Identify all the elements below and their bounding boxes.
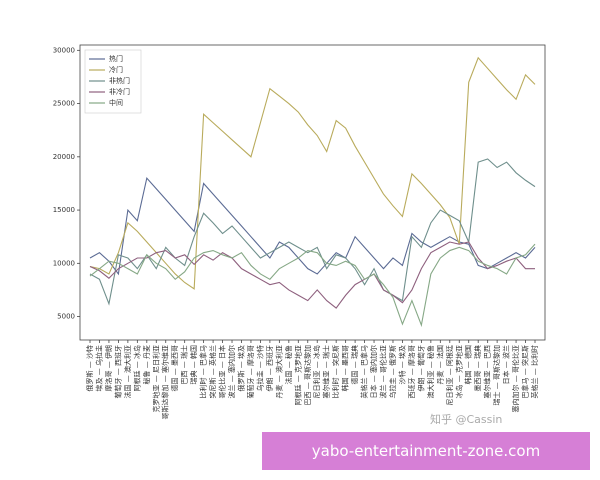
x-tick-label: 波兰 — 塞内加尔 — [227, 345, 236, 398]
banner: yabo-entertainment-zone.com — [262, 432, 590, 470]
watermark: 知乎 @Cassin — [430, 412, 502, 426]
x-tick-label: 巴拿马 — 突尼斯 — [521, 345, 530, 398]
x-tick-label: 波兰 — 哥伦比亚 — [379, 345, 388, 398]
y-tick-label: 20000 — [53, 153, 75, 161]
x-tick-label: 伊朗 — 西班牙 — [265, 345, 274, 391]
x-tick-label: 巴西 — 哥斯达黎加 — [303, 345, 312, 405]
line-series — [89, 176, 536, 276]
legend-label: 非冷门 — [109, 87, 130, 96]
line-series — [89, 158, 536, 306]
x-tick-label: 阿根廷 — 冰岛 — [132, 345, 141, 391]
plot-frame — [79, 44, 546, 341]
x-tick-label: 德国 — 瑞典 — [350, 345, 359, 384]
y-tick-label: 15000 — [53, 206, 75, 214]
x-tick-label: 葡萄牙 — 摩洛哥 — [246, 345, 255, 398]
y-tick-label: 30000 — [53, 46, 75, 54]
x-tick-label: 俄罗斯 — 埃及 — [236, 345, 245, 391]
x-tick-label: 埃及 — 乌拉圭 — [94, 345, 103, 391]
x-tick-label: 比利时 — 突尼斯 — [331, 345, 340, 398]
x-tick-label: 丹麦 — 法国 — [435, 345, 444, 384]
x-tick-label: 摩洛哥 — 伊朗 — [104, 345, 113, 391]
x-tick-label: 韩国 — 墨西哥 — [341, 345, 350, 391]
x-tick-label: 沙特 — 埃及 — [397, 345, 406, 384]
x-tick-label: 克罗地亚 — 尼日利亚 — [151, 345, 160, 412]
legend-label: 热门 — [109, 54, 123, 63]
x-tick-label: 巴西 — 瑞士 — [180, 345, 189, 384]
x-tick-label: 瑞典 — 韩国 — [189, 345, 198, 384]
y-tick-label: 5000 — [57, 313, 75, 321]
x-tick-label: 英格兰 — 巴拿马 — [360, 345, 369, 398]
x-tick-label: 塞内加尔 — 哥伦比亚 — [511, 345, 520, 412]
x-tick-label: 韩国 — 德国 — [464, 345, 473, 384]
x-tick-label: 塞尔维亚 — 瑞士 — [322, 345, 331, 398]
x-tick-label: 法国 — 澳大利亚 — [123, 345, 132, 398]
x-tick-label: 哥伦比亚 — 日本 — [218, 345, 227, 398]
legend-label: 非热门 — [109, 76, 130, 85]
line-series — [89, 241, 535, 309]
x-tick-label: 乌拉圭 — 沙特 — [255, 345, 264, 391]
x-tick-label: 阿根廷 — 克罗地亚 — [293, 345, 302, 405]
x-tick-label: 西班牙 — 摩洛哥 — [407, 345, 416, 398]
x-tick-label: 德国 — 墨西哥 — [170, 345, 179, 391]
x-tick-label: 秘鲁 — 丹麦 — [142, 345, 151, 384]
x-tick-label: 尼日利亚 — 冰岛 — [312, 345, 321, 398]
line-series — [89, 56, 536, 290]
x-tick-label: 乌拉圭 — 俄罗斯 — [388, 345, 397, 398]
x-tick-label: 突尼斯 — 英格兰 — [208, 345, 217, 398]
x-tick-label: 冰岛 — 克罗地亚 — [454, 345, 463, 398]
x-tick-label: 日本 — 波兰 — [502, 345, 511, 384]
x-tick-label: 墨西哥 — 瑞典 — [473, 345, 482, 391]
x-tick-label: 瑞士 — 哥斯达黎加 — [492, 345, 501, 405]
x-tick-label: 比利时 — 巴拿马 — [199, 345, 208, 398]
legend-label: 中间 — [109, 98, 123, 107]
y-tick-label: 10000 — [53, 259, 75, 267]
x-tick-label: 哥斯达黎加 — 塞尔维亚 — [161, 345, 170, 419]
x-tick-label: 俄罗斯 — 沙特 — [85, 345, 94, 391]
x-tick-label: 伊朗 — 葡萄牙 — [416, 345, 425, 391]
x-tick-label: 澳大利亚 — 秘鲁 — [426, 345, 435, 398]
x-tick-label: 塞尔维亚 — 巴西 — [483, 345, 492, 398]
x-tick-label: 英格兰 — 比利时 — [530, 345, 539, 398]
x-tick-label: 日本 — 塞内加尔 — [369, 345, 378, 398]
legend-label: 冷门 — [109, 65, 123, 74]
x-tick-label: 葡萄牙 — 西班牙 — [113, 345, 122, 398]
y-tick-label: 25000 — [53, 100, 75, 108]
x-tick-label: 尼日利亚 — 阿根廷 — [445, 345, 454, 405]
x-tick-label: 法国 — 秘鲁 — [284, 345, 293, 384]
line-series — [89, 243, 536, 328]
x-tick-label: 丹麦 — 澳大利亚 — [274, 345, 283, 398]
